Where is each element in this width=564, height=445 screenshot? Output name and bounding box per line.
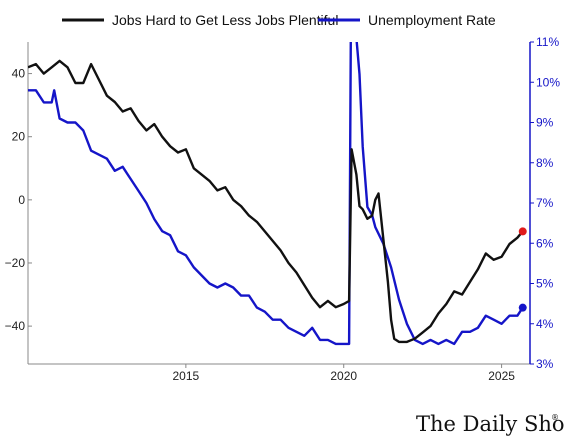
left-tick-label: −20: [5, 256, 26, 270]
end-point-jobs-spread: [518, 227, 527, 236]
branding: The Daily Shot ®: [416, 412, 564, 436]
right-tick-label: 10%: [536, 75, 560, 89]
series-layer: [28, 42, 524, 346]
left-tick-label: 0: [18, 193, 25, 207]
right-tick-label: 3%: [536, 357, 554, 371]
brand-logo: The Daily Shot: [416, 412, 564, 436]
left-tick-label: 20: [12, 130, 26, 144]
right-tick-label: 4%: [536, 317, 554, 331]
end-markers: [518, 227, 527, 312]
right-tick-label: 5%: [536, 277, 554, 291]
x-tick-label: 2015: [173, 369, 200, 383]
right-tick-label: 7%: [536, 196, 554, 210]
left-tick-label: 40: [12, 67, 26, 81]
x-axis-ticks: 2015 2020 2025: [173, 364, 515, 383]
x-tick-label: 2020: [330, 369, 357, 383]
right-tick-label: 6%: [536, 236, 554, 250]
end-point-unemployment-rate: [518, 303, 527, 312]
brand-registered-mark: ®: [551, 413, 559, 422]
legend-label-unemployment: Unemployment Rate: [368, 12, 496, 28]
right-axis-ticks: 11% 10% 9% 8% 7% 6% 5% 4% 3%: [530, 35, 560, 371]
x-tick-label: 2025: [488, 369, 515, 383]
series-line-unemployment-rate: [28, 42, 524, 346]
series-line-jobs-spread: [28, 59, 524, 344]
left-tick-label: −40: [5, 319, 26, 333]
legend-label-jobs: Jobs Hard to Get Less Jobs Plentiful: [112, 12, 338, 28]
legend: Jobs Hard to Get Less Jobs Plentiful Une…: [62, 12, 496, 28]
left-axis-ticks: 40 20 0 −20 −40: [5, 67, 32, 333]
right-tick-label: 9%: [536, 116, 554, 130]
right-tick-label: 8%: [536, 156, 554, 170]
right-tick-label: 11%: [536, 35, 559, 49]
